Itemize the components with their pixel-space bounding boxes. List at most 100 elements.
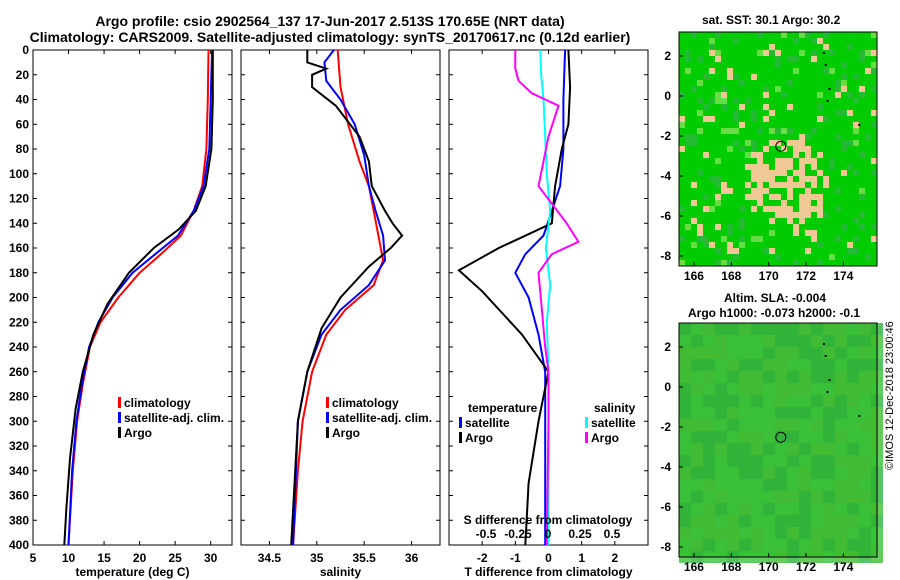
sst-pixel xyxy=(787,218,793,224)
sla-pixel xyxy=(811,383,823,395)
sla-pixel xyxy=(715,539,727,551)
sla-pixel xyxy=(715,443,727,455)
sst-pixel xyxy=(859,212,865,218)
sla-pixel xyxy=(703,515,715,527)
sst-pixel xyxy=(799,164,805,170)
sla-pixel xyxy=(811,371,823,383)
sla-pixel xyxy=(811,527,823,539)
sst-pixel xyxy=(769,218,775,224)
sla-pixel xyxy=(739,371,751,383)
sla-pixel xyxy=(751,323,763,335)
sla-pixel xyxy=(715,479,727,491)
sst-pixel xyxy=(733,254,739,260)
sst-pixel xyxy=(859,188,865,194)
sla-pixel xyxy=(787,407,799,419)
sst-pixel xyxy=(835,134,841,140)
sla-map-title-1: Altim. SLA: -0.004 xyxy=(724,291,827,305)
sla-pixel xyxy=(811,347,823,359)
sst-pixel xyxy=(811,50,817,56)
sst-pixel xyxy=(841,86,847,92)
sst-pixel xyxy=(853,218,859,224)
sla-pixel xyxy=(691,359,703,371)
sla-pixel xyxy=(859,431,871,443)
sla-pixel xyxy=(763,455,775,467)
sst-pixel xyxy=(739,242,745,248)
sst-pixel xyxy=(799,176,805,182)
sst-pixel xyxy=(805,32,811,38)
sst-pixel xyxy=(727,248,733,254)
sla-pixel xyxy=(703,359,715,371)
sla-pixel xyxy=(739,395,751,407)
sla-pixel xyxy=(727,503,739,515)
figure-title-line2: Climatology: CARS2009. Satellite-adjuste… xyxy=(29,29,631,45)
sla-map-frame xyxy=(678,322,878,558)
depth-tick-label: 360 xyxy=(9,489,29,503)
sla-pixel xyxy=(799,407,811,419)
sla-map-title-2: Argo h1000: -0.073 h2000: -0.1 xyxy=(688,306,861,320)
sla-pixel xyxy=(811,479,823,491)
sst-pixel xyxy=(733,74,739,80)
sla-pixel xyxy=(823,383,835,395)
sst-pixel xyxy=(757,182,763,188)
sla-pixel xyxy=(691,383,703,395)
sst-pixel xyxy=(817,170,823,176)
legend-label: climatology xyxy=(332,396,399,410)
sst-pixel xyxy=(799,140,805,146)
sst-pixel xyxy=(739,218,745,224)
sst-pixel xyxy=(799,32,805,38)
sla-pixel xyxy=(799,503,811,515)
map-lat-label: -2 xyxy=(660,420,671,434)
sst-map-title: sat. SST: 30.1 Argo: 30.2 xyxy=(702,13,841,27)
sst-pixel xyxy=(697,80,703,86)
sst-pixel xyxy=(793,68,799,74)
sla-pixel xyxy=(703,371,715,383)
sla-pixel xyxy=(823,371,835,383)
sst-pixel xyxy=(751,74,757,80)
sst-pixel xyxy=(871,170,877,176)
sla-pixel xyxy=(751,527,763,539)
sla-pixel xyxy=(751,383,763,395)
depth-tick-label: 260 xyxy=(9,365,29,379)
sla-pixel xyxy=(847,359,859,371)
sst-pixel xyxy=(715,92,721,98)
sla-pixel xyxy=(835,383,847,395)
legend-label: climatology xyxy=(124,396,191,410)
sst-pixel xyxy=(685,224,691,230)
sla-pixel xyxy=(811,335,823,347)
sla-pixel xyxy=(703,527,715,539)
sst-pixel xyxy=(829,254,835,260)
sst-pixel xyxy=(853,98,859,104)
sst-pixel xyxy=(805,188,811,194)
series-line-argo xyxy=(63,50,214,546)
sst-pixel xyxy=(763,248,769,254)
sst-pixel xyxy=(775,86,781,92)
map-lon-label: 174 xyxy=(833,269,853,283)
sla-pixel xyxy=(763,347,775,359)
sla-pixel xyxy=(775,419,787,431)
island-dot xyxy=(822,343,825,345)
sst-pixel xyxy=(781,146,787,152)
sla-pixel xyxy=(715,491,727,503)
sla-pixel xyxy=(691,395,703,407)
sst-pixel xyxy=(727,68,733,74)
sla-pixel xyxy=(835,491,847,503)
sst-pixel xyxy=(823,182,829,188)
sla-pixel xyxy=(835,503,847,515)
sla-pixel xyxy=(847,335,859,347)
sst-pixel xyxy=(751,176,757,182)
sla-pixel xyxy=(823,455,835,467)
sla-pixel xyxy=(787,467,799,479)
island-dot xyxy=(824,355,827,357)
sst-pixel xyxy=(751,188,757,194)
sla-pixel xyxy=(703,539,715,551)
sst-pixel xyxy=(775,212,781,218)
sst-pixel xyxy=(781,32,787,38)
sst-pixel xyxy=(721,188,727,194)
sst-pixel xyxy=(763,92,769,98)
sla-pixel xyxy=(727,491,739,503)
sst-pixel xyxy=(685,56,691,62)
sla-pixel xyxy=(823,347,835,359)
sst-pixel xyxy=(697,230,703,236)
sst-pixel xyxy=(805,212,811,218)
sst-pixel xyxy=(715,224,721,230)
